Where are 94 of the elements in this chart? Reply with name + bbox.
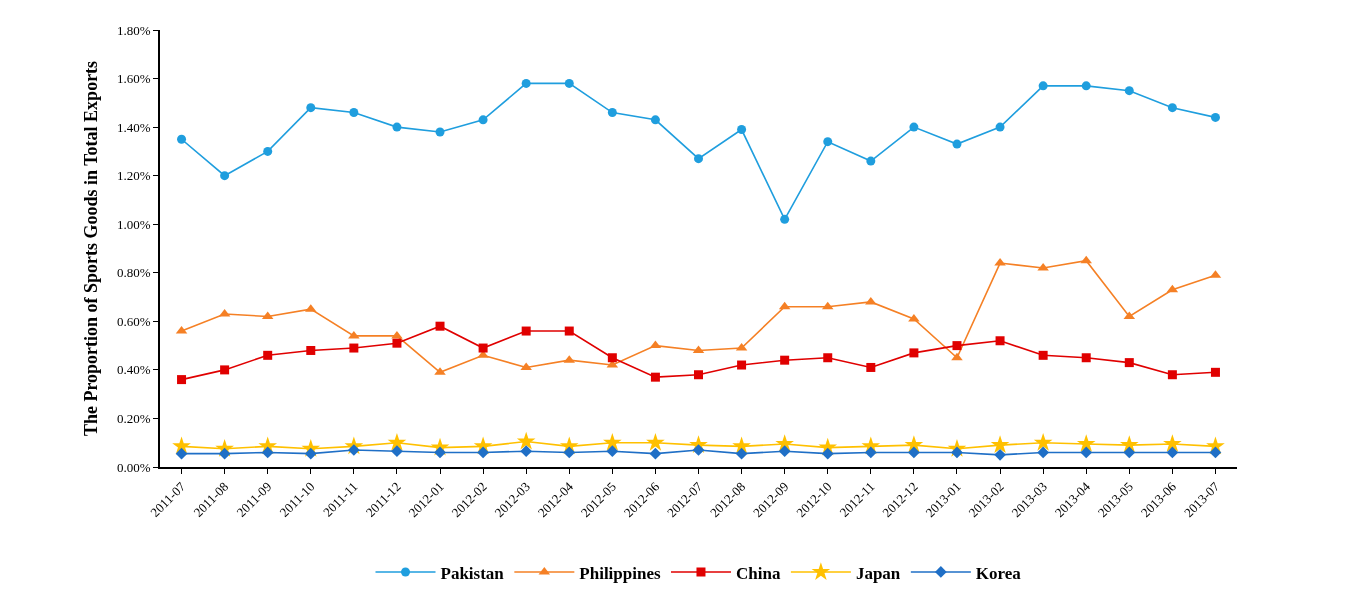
point — [1038, 81, 1048, 91]
point — [1080, 446, 1093, 459]
y-tick-label: 0.00% — [117, 459, 151, 475]
point — [1209, 446, 1222, 459]
y-tick-label: 1.00% — [117, 216, 151, 232]
point — [564, 326, 574, 336]
point — [780, 214, 790, 224]
point — [607, 353, 617, 363]
y-tick-label: 1.20% — [117, 168, 151, 184]
point — [1080, 255, 1092, 264]
point — [952, 341, 962, 351]
point — [823, 353, 833, 363]
point — [1210, 367, 1220, 377]
point — [478, 343, 488, 353]
point — [175, 447, 188, 460]
point — [1163, 434, 1182, 452]
point — [995, 336, 1005, 346]
point — [908, 446, 920, 459]
point — [994, 449, 1006, 461]
y-tick-label: 1.60% — [117, 71, 151, 87]
point — [306, 103, 316, 113]
point — [1081, 81, 1091, 91]
point — [694, 154, 703, 164]
point — [1037, 446, 1049, 459]
point — [1124, 86, 1134, 96]
legend-label: China — [735, 563, 781, 583]
legend-label: Pakistan — [440, 563, 505, 583]
point — [387, 432, 407, 451]
point — [520, 445, 533, 458]
point — [649, 447, 662, 460]
y-tick-label: 1.80% — [117, 22, 151, 38]
point — [864, 446, 877, 459]
point — [909, 348, 919, 358]
point — [263, 350, 273, 360]
point — [563, 446, 576, 459]
point — [650, 372, 660, 382]
y-axis-title: The Proportion of Sports Goods in Total Exports — [80, 60, 101, 437]
legend-label: Japan — [855, 563, 901, 583]
point — [177, 134, 187, 144]
point — [646, 432, 665, 451]
point — [349, 343, 359, 353]
point — [1076, 434, 1096, 452]
y-tick-label: 0.20% — [117, 410, 151, 426]
point — [521, 78, 531, 88]
point — [1167, 370, 1177, 380]
legend-label: Philippines — [579, 563, 661, 583]
point — [780, 355, 790, 365]
point — [261, 446, 274, 459]
point — [995, 122, 1005, 132]
y-tick-label: 0.40% — [117, 362, 151, 378]
point — [478, 115, 488, 125]
point — [737, 125, 747, 135]
y-tick-label: 1.40% — [117, 119, 151, 135]
point — [521, 326, 531, 336]
point — [606, 445, 619, 458]
point — [735, 447, 748, 460]
point — [694, 370, 703, 380]
point — [263, 146, 273, 156]
point — [349, 108, 359, 118]
point — [866, 362, 876, 372]
point — [516, 431, 536, 450]
point — [177, 375, 187, 385]
legend-label: Korea — [975, 563, 1022, 583]
point — [1123, 446, 1136, 459]
point — [391, 445, 403, 458]
point — [1081, 353, 1091, 363]
point — [435, 127, 445, 137]
point — [392, 338, 402, 348]
point — [951, 352, 963, 361]
point — [1210, 112, 1220, 122]
y-tick-label: 0.80% — [117, 265, 151, 281]
point — [952, 139, 962, 149]
point — [823, 137, 833, 147]
point — [220, 365, 230, 375]
point — [1167, 103, 1177, 113]
point — [477, 446, 489, 459]
point — [306, 345, 316, 355]
point — [650, 115, 660, 125]
point — [564, 78, 574, 88]
point — [1124, 358, 1134, 368]
point — [1038, 350, 1048, 360]
point — [737, 360, 747, 370]
point — [778, 445, 791, 458]
point — [607, 108, 617, 118]
point — [1033, 432, 1053, 451]
point — [866, 156, 876, 166]
point — [220, 171, 230, 181]
point — [392, 122, 402, 132]
point — [435, 321, 445, 331]
y-tick-label: 0.60% — [117, 313, 151, 329]
point — [1166, 446, 1179, 459]
point — [603, 432, 622, 451]
point — [990, 435, 1010, 454]
point — [909, 122, 919, 132]
